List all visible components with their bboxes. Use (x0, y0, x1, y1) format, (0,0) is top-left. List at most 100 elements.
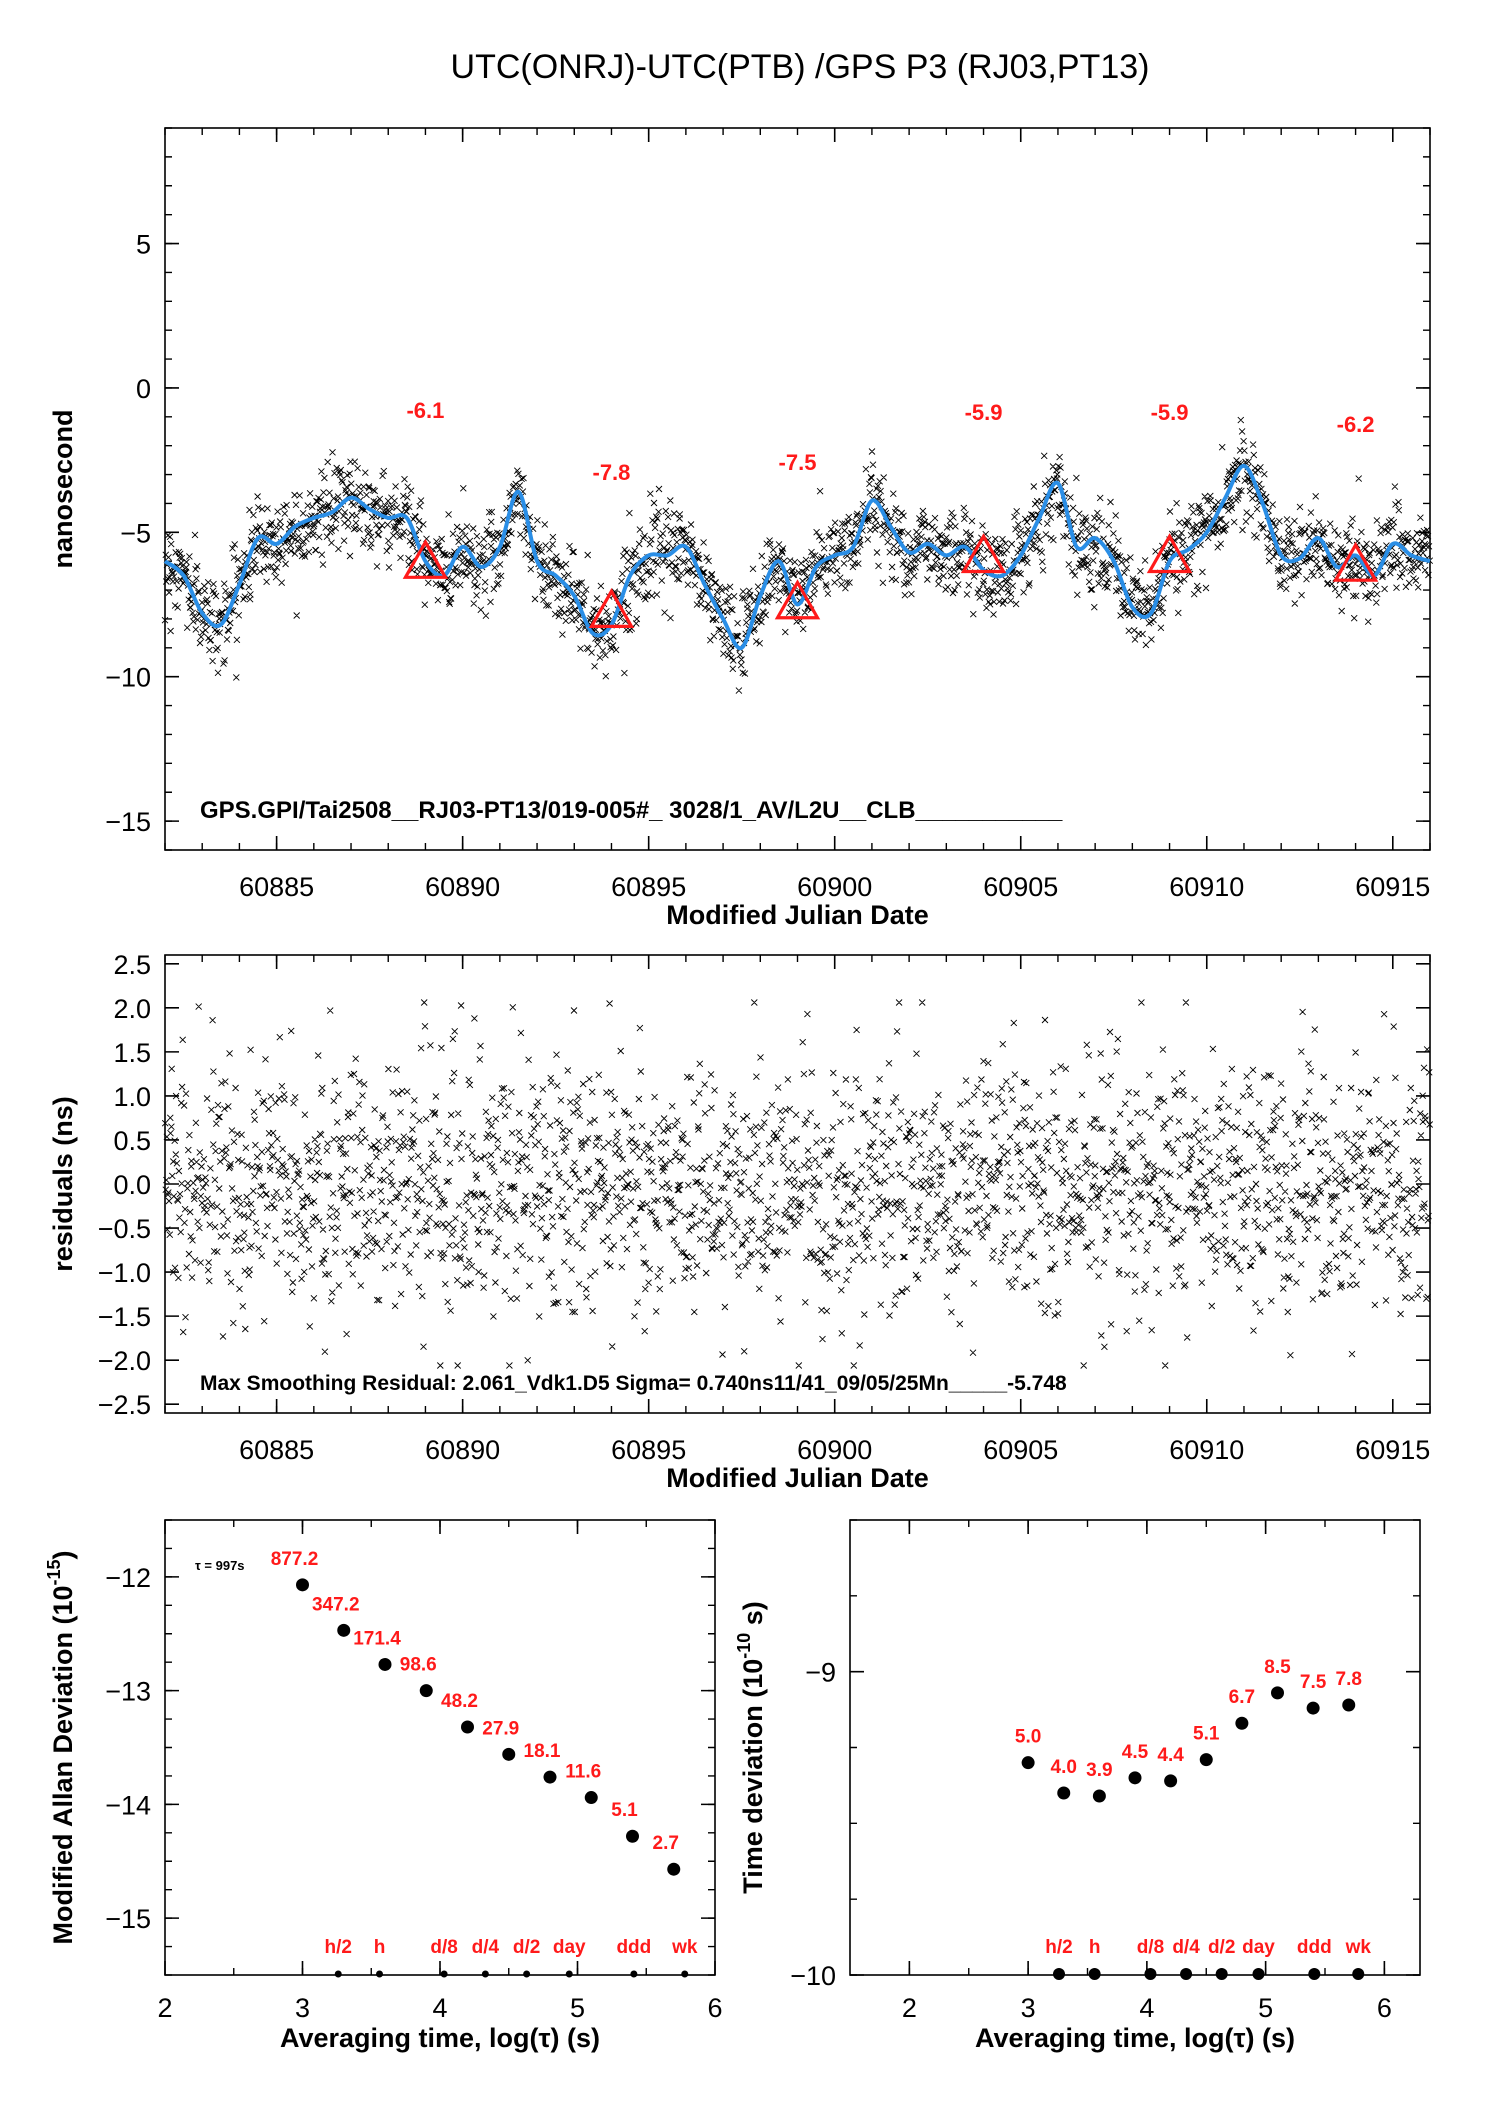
y-tick-label: −0.5 (98, 1214, 151, 1244)
y-tick-label: 1.0 (113, 1082, 151, 1112)
interval-marker-label: d/8 (430, 1937, 457, 1958)
deviation-point (502, 1747, 516, 1761)
x-tick-label: 5 (570, 1993, 585, 2023)
residuals-panel: 60885 60890 60895 60900 60905 60910 60915 2.5 2.… (48, 950, 1434, 1493)
interval-marker-label: d/4 (1172, 1937, 1200, 1958)
x-axis-label: Modified Julian Date (666, 1463, 929, 1493)
modified-allan-deviation-panel: 2 3 4 5 6 −12 −13 −14 −15 Averaging time, log(τ) … (44, 1519, 723, 2053)
x-tick-label: 4 (432, 1993, 447, 2023)
major-ticks (165, 955, 1430, 1413)
deviation-value-label: 7.8 (1336, 1669, 1362, 1690)
x-tick-label: 3 (1021, 1993, 1036, 2023)
deviation-value-label: 3.9 (1086, 1760, 1112, 1781)
y-tick-label: 0.5 (113, 1126, 151, 1156)
y-tick-label: −2.5 (98, 1390, 151, 1420)
deviation-point (667, 1862, 681, 1876)
y-tick-label: −5 (120, 518, 151, 548)
y-axis-label: Modified Allan Deviation (10-15) (44, 1550, 78, 1944)
x-tick-label: 6 (707, 1993, 722, 2023)
deviation-value-label: 2.7 (653, 1833, 679, 1854)
deviation-point (1164, 1774, 1178, 1788)
deviation-value-label: 7.5 (1300, 1672, 1327, 1693)
x-tick-label: 60890 (425, 1435, 500, 1465)
interval-marker-label: wk (671, 1937, 698, 1958)
x-tick-label: 60910 (1169, 872, 1244, 902)
interval-marker (1308, 1968, 1321, 1980)
deviation-point (1342, 1698, 1356, 1712)
marker-value-label: -7.5 (779, 450, 817, 475)
x-axis-label: Averaging time, log(τ) (s) (975, 2023, 1295, 2053)
processing-annotation: GPS.GPI/Tai2508__RJ03-PT13/019-005#_ 302… (200, 797, 1063, 824)
deviation-point (296, 1578, 309, 1592)
deviation-point (1092, 1789, 1106, 1803)
y-tick-label: 2.5 (113, 950, 151, 980)
x-tick-label: 60900 (797, 872, 872, 902)
deviation-value-label: 347.2 (312, 1594, 360, 1615)
x-tick-label: 2 (902, 1993, 917, 2023)
deviation-point (584, 1791, 598, 1805)
deviation-value-label: 48.2 (441, 1691, 478, 1712)
smoothed-curve (163, 463, 1431, 651)
y-tick-label: −9 (805, 1658, 836, 1688)
y-tick-label: −15 (105, 1904, 151, 1934)
interval-marker-label: h/2 (1045, 1937, 1072, 1958)
interval-marker (523, 1970, 531, 1978)
y-axis-label: residuals (ns) (48, 1096, 78, 1272)
x-tick-label: 60890 (425, 872, 500, 902)
time-series-panel: 60885 60890 60895 60900 60905 60910 60915 5 0 −5 −… (48, 127, 1434, 930)
x-tick-label: 60895 (611, 872, 686, 902)
residual-points (161, 999, 1434, 1369)
x-tick-label: 60910 (1169, 1435, 1244, 1465)
marker-value-label: -6.1 (406, 398, 444, 423)
interval-marker-label: d/8 (1137, 1937, 1164, 1958)
plot-frame (164, 1519, 716, 1976)
interval-marker (440, 1970, 448, 1978)
y-tick-label: −14 (105, 1790, 151, 1820)
residual-annotation: Max Smoothing Residual: 2.061_Vdk1.D5 Si… (200, 1372, 1067, 1395)
x-tick-label: 3 (295, 1993, 310, 2023)
interval-marker (630, 1970, 638, 1978)
deviation-value-label: 171.4 (353, 1628, 401, 1649)
x-tick-label: 60915 (1355, 1435, 1430, 1465)
deviation-point (1199, 1753, 1213, 1767)
x-tick-label: 4 (1139, 1993, 1154, 2023)
x-tick-label: 6 (1377, 1993, 1392, 2023)
interval-marker (1180, 1968, 1193, 1980)
y-axis-label-end: s) (738, 1601, 768, 1633)
deviation-point (1021, 1756, 1035, 1770)
triangle-marker (1332, 541, 1379, 582)
deviation-value-label: 5.1 (1193, 1724, 1220, 1745)
time-deviation-panel: 2 3 4 5 6 −9 −10 Averaging time, log(τ) (s) Time… (734, 1519, 1421, 2053)
marker-value-label: -5.9 (965, 400, 1003, 425)
chart-title: UTC(ONRJ)-UTC(PTB) /GPS P3 (RJ03,PT13) (451, 48, 1150, 86)
deviation-point (1271, 1686, 1284, 1700)
deviation-value-label: 5.1 (611, 1800, 638, 1821)
tau-note: τ = 997s (195, 1558, 245, 1573)
deviation-value-label: 6.7 (1229, 1687, 1255, 1708)
deviation-value-label: 11.6 (565, 1762, 601, 1783)
y-axis-label: Time deviation (10-10 s) (734, 1601, 768, 1894)
interval-marker (334, 1970, 342, 1978)
triangle-marker (960, 533, 1007, 574)
x-axis-label: Modified Julian Date (666, 900, 929, 930)
y-tick-label: 5 (136, 230, 151, 260)
interval-marker (1053, 1968, 1065, 1980)
y-axis-label-end: ) (48, 1550, 78, 1559)
deviation-value-label: 8.5 (1264, 1657, 1291, 1678)
y-tick-label: −13 (105, 1677, 151, 1707)
y-axis-label-exponent: -15 (44, 1559, 64, 1585)
x-tick-label: 60905 (983, 1435, 1058, 1465)
y-tick-label: −2.0 (98, 1346, 151, 1376)
major-ticks (164, 1520, 716, 1975)
x-tick-label: 60885 (239, 872, 314, 902)
x-tick-label: 60885 (239, 1435, 314, 1465)
interval-marker (1215, 1968, 1228, 1980)
deviation-point (626, 1829, 639, 1843)
deviation-value-label: 877.2 (271, 1549, 319, 1570)
y-tick-label: −1.5 (98, 1302, 151, 1332)
x-axis-label: Averaging time, log(τ) (s) (280, 2023, 600, 2053)
marker-value-label: -5.9 (1151, 400, 1189, 425)
y-axis-label-main: Time deviation (10 (738, 1659, 768, 1894)
y-tick-label: 0 (136, 374, 151, 404)
marker-value-label: -7.8 (593, 460, 631, 485)
